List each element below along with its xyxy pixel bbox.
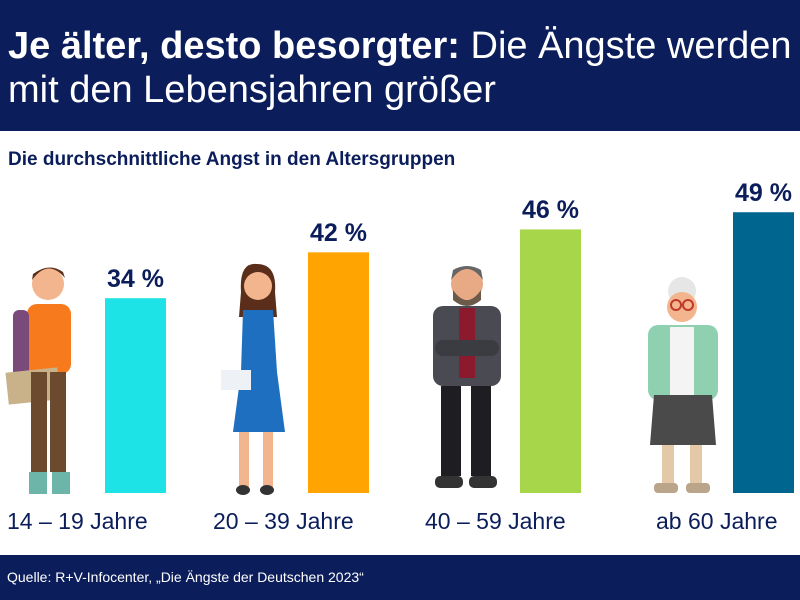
bar-2 — [520, 229, 581, 494]
woman-illustration — [221, 263, 285, 495]
category-label-3: ab 60 Jahre — [656, 508, 778, 534]
title-bold: Je älter, desto besorgter: — [8, 25, 460, 67]
bar-3 — [733, 212, 794, 494]
category-label-2: 40 – 59 Jahre — [425, 508, 566, 534]
value-label-0: 34 % — [107, 265, 164, 294]
man-illustration — [433, 266, 501, 488]
value-label-3: 49 % — [735, 179, 792, 208]
bar-0 — [105, 298, 166, 493]
title-rest: Die Ängste werden mit den Lebensjahren g… — [8, 25, 792, 111]
senior-woman-illustration — [648, 277, 718, 493]
source-footer: Quelle: R+V-Infocenter, „Die Ängste der … — [0, 555, 800, 600]
category-label-1: 20 – 39 Jahre — [213, 508, 354, 534]
teen-illustration — [5, 267, 71, 494]
bar-1 — [308, 252, 369, 493]
value-label-1: 42 % — [310, 219, 367, 248]
header: Je älter, desto besorgter: Die Ängste we… — [0, 0, 800, 131]
category-label-0: 14 – 19 Jahre — [7, 508, 148, 534]
chart-title: Die durchschnittliche Angst in den Alter… — [8, 149, 456, 170]
value-label-2: 46 % — [522, 196, 579, 225]
